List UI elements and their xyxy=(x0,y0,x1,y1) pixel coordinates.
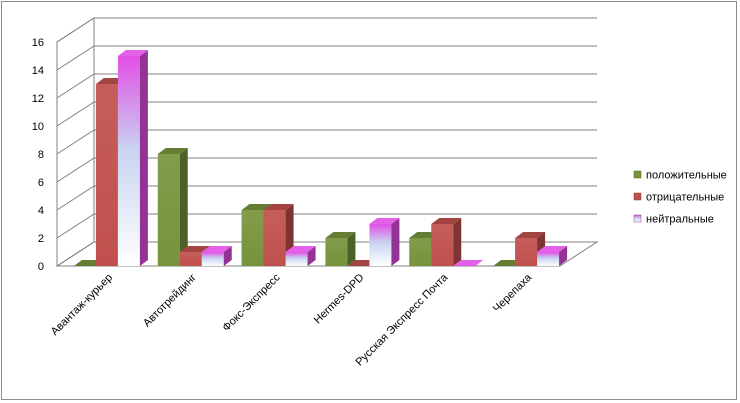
legend-entry: нейтральные xyxy=(633,214,714,226)
bar-side xyxy=(179,148,188,266)
bar-front xyxy=(157,154,180,266)
legend-label: положительные xyxy=(646,170,727,182)
gridline xyxy=(56,129,597,155)
legend: положительные отрицательные нейтральные xyxy=(633,170,727,226)
bar-side xyxy=(559,246,568,266)
bar xyxy=(201,246,232,266)
y-tick-label: 10 xyxy=(32,121,44,133)
bar xyxy=(157,148,188,266)
gridline xyxy=(56,213,597,239)
bar-top xyxy=(157,148,188,154)
legend-swatch xyxy=(633,214,642,223)
bar-top xyxy=(453,260,484,266)
bar-top xyxy=(285,246,316,252)
gridline xyxy=(56,45,597,71)
y-tick-label: 0 xyxy=(38,261,44,273)
legend-swatch xyxy=(633,170,642,179)
bar-top xyxy=(241,204,272,210)
legend-entry: положительные xyxy=(633,170,727,182)
bar-front xyxy=(201,252,224,266)
y-axis-ticks: 0 2 4 6 8 10 12 14 16 xyxy=(32,37,44,273)
bar-side xyxy=(307,246,316,266)
y-tick-label: 12 xyxy=(32,93,44,105)
y-tick-label: 8 xyxy=(38,149,44,161)
x-tick-label: Авантаж-курьер xyxy=(49,272,115,338)
bar-front xyxy=(409,238,432,266)
bar-top xyxy=(325,232,356,238)
bar xyxy=(369,218,400,266)
bar-front xyxy=(537,252,560,266)
bar xyxy=(285,246,316,266)
y-tick-label: 2 xyxy=(38,233,44,245)
bar-front xyxy=(285,252,308,266)
bar-front xyxy=(369,224,392,266)
bar-top xyxy=(201,246,232,252)
bars xyxy=(73,50,568,267)
bar-top xyxy=(369,218,400,224)
bar-front xyxy=(325,238,348,266)
y-tick-label: 16 xyxy=(32,37,44,49)
x-tick-label: Черепаха xyxy=(491,271,535,315)
gridline xyxy=(56,101,597,127)
legend-label: отрицательные xyxy=(646,192,724,204)
gridline xyxy=(56,73,597,99)
bar-top xyxy=(537,246,568,252)
gridline xyxy=(56,17,597,43)
bar-side xyxy=(347,232,356,266)
bar xyxy=(431,218,462,266)
x-tick-label: Автотрейдинг xyxy=(141,272,199,330)
legend-label: нейтральные xyxy=(646,214,714,226)
bar-top xyxy=(117,50,148,56)
bar-top xyxy=(263,204,294,210)
bar-top xyxy=(179,246,210,252)
x-tick-label: Hermes-DPD xyxy=(312,272,367,327)
gridline xyxy=(56,185,597,211)
bar-side xyxy=(223,246,232,266)
x-tick-label: Фокс-Экспресс xyxy=(220,271,283,334)
gridline xyxy=(56,157,597,183)
bar-front xyxy=(241,210,264,266)
legend-entry: отрицательные xyxy=(633,192,724,204)
gridlines xyxy=(56,17,597,267)
x-tick-label: Русская Экспресс Почта xyxy=(353,271,451,369)
bar-side xyxy=(391,218,400,266)
bar-top xyxy=(431,218,462,224)
y-tick-label: 4 xyxy=(38,205,44,217)
bar-front xyxy=(117,56,140,266)
bar-front xyxy=(431,224,454,266)
x-axis-labels: Авантаж-курьер Автотрейдинг Фокс-Экспресс H… xyxy=(49,271,535,369)
bar-front xyxy=(515,238,538,266)
bar xyxy=(325,232,356,266)
bar-side xyxy=(453,218,462,266)
bar xyxy=(453,260,484,267)
bar-top xyxy=(515,232,546,238)
bar xyxy=(537,246,568,266)
bar-front xyxy=(95,84,118,266)
bar-front xyxy=(263,210,286,266)
legend-swatch xyxy=(633,192,642,201)
y-tick-label: 14 xyxy=(32,65,44,77)
bar-front xyxy=(179,252,202,266)
bar-side xyxy=(139,50,148,266)
y-tick-label: 6 xyxy=(38,177,44,189)
bar xyxy=(117,50,148,266)
